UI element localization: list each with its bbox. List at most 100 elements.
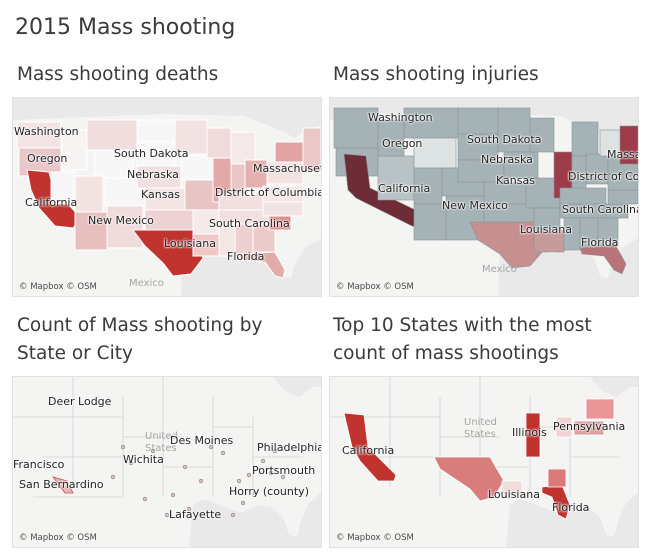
map-label-francisco: Francisco <box>13 458 65 471</box>
state-north-dakota <box>457 107 499 135</box>
state-new-york <box>274 141 304 163</box>
state-new-york <box>585 398 615 420</box>
state-new-england <box>302 127 321 173</box>
map-label-louisiana: Louisiana <box>520 223 572 236</box>
state-wyoming <box>413 137 457 169</box>
panel-injuries-title: Mass shooting injuries <box>333 61 539 89</box>
state-arizona <box>74 211 108 251</box>
map-label-south-carolina: South Carolina <box>209 217 290 230</box>
map-label-massachusetts: Massachusetts <box>607 148 638 161</box>
map-label-louisiana: Louisiana <box>164 237 216 250</box>
state-louisiana <box>501 480 523 496</box>
map-label-new-mexico: New Mexico <box>442 199 508 212</box>
map-label-new-mexico: New Mexico <box>88 214 154 227</box>
map-credit[interactable]: © Mapbox © OSM <box>19 282 97 292</box>
state-texas <box>433 456 505 502</box>
map-top10-canvas <box>330 377 638 547</box>
map-faint-mexico: Mexico <box>482 264 517 275</box>
state-arizona <box>413 203 447 241</box>
map-faint-united: United <box>464 417 497 428</box>
map-label-pennsylvania: Pennsylvania <box>553 420 626 433</box>
map-top10[interactable]: United States Illinois Pennsylvania Cali… <box>329 376 639 548</box>
state-florida <box>238 251 286 279</box>
state-utah <box>74 175 104 213</box>
state-new-mexico <box>445 195 485 241</box>
panel-count-title: Count of Mass shooting by State or City <box>17 312 262 368</box>
state-ohio <box>555 416 573 438</box>
state-nevada <box>377 155 415 201</box>
state-virginia <box>262 185 304 203</box>
map-faint-states: States <box>145 443 177 454</box>
state-utah <box>413 167 443 205</box>
map-count-canvas <box>13 377 321 547</box>
state-illinois <box>525 412 541 458</box>
map-injuries[interactable]: Washington Oregon California South Dakot… <box>329 97 639 297</box>
map-label-south-dakota: South Dakota <box>467 133 542 146</box>
map-injuries-canvas <box>330 107 638 296</box>
panel-deaths-title: Mass shooting deaths <box>17 61 218 89</box>
map-label-district-of-columbia: District of Columbia <box>568 170 639 183</box>
map-label-kansas: Kansas <box>141 188 180 201</box>
map-credit[interactable]: © Mapbox © OSM <box>336 533 414 543</box>
state-michigan <box>230 131 256 165</box>
map-deaths-canvas <box>13 114 321 296</box>
map-label-washington: Washington <box>368 111 433 124</box>
state-florida <box>541 484 571 520</box>
map-deaths[interactable]: Washington Oregon California South Dakot… <box>12 97 322 297</box>
state-wisconsin <box>529 117 555 153</box>
state-north-carolina <box>607 189 638 205</box>
map-credit[interactable]: © Mapbox © OSM <box>19 533 97 543</box>
map-label-oregon: Oregon <box>382 137 423 150</box>
map-label-louisiana: Louisiana <box>488 488 540 501</box>
map-label-lafayette: Lafayette <box>169 508 222 521</box>
state-georgia <box>252 223 276 253</box>
map-label-san-bernardino: San Bernardino <box>19 478 104 491</box>
state-georgia <box>547 468 567 488</box>
state-nevada <box>50 171 76 205</box>
map-label-nebraska: Nebraska <box>481 153 533 166</box>
panel-count-title-line-2: State or City <box>17 343 133 364</box>
state-wisconsin <box>206 127 232 159</box>
state-wyoming <box>94 149 134 179</box>
state-pennsylvania <box>573 420 605 436</box>
highlight-california <box>51 476 74 494</box>
map-label-south-dakota: South Dakota <box>114 147 189 160</box>
map-credit[interactable]: © Mapbox © OSM <box>336 282 414 292</box>
panel-top10-title: Top 10 States with the most count of mas… <box>333 312 592 368</box>
state-kentucky <box>559 187 607 205</box>
state-idaho <box>377 119 405 157</box>
map-faint-mexico: Mexico <box>129 278 164 289</box>
state-new-mexico <box>106 205 144 249</box>
state-south-dakota <box>457 133 499 161</box>
state-montana <box>403 107 459 139</box>
map-label-district-of-columbia: District of Columbia <box>215 186 322 199</box>
map-label-wichita: Wichita <box>123 453 164 466</box>
state-montana <box>86 119 138 151</box>
map-label-kansas: Kansas <box>496 174 535 187</box>
map-faint-states: States <box>464 429 496 440</box>
state-minnesota <box>497 107 531 153</box>
state-idaho <box>60 129 88 171</box>
state-north-carolina <box>262 201 304 217</box>
map-label-south-carolina: South Carolina <box>562 203 639 216</box>
state-arkansas <box>192 209 220 235</box>
map-label-washington: Washington <box>14 125 79 138</box>
city-markers <box>110 444 286 518</box>
map-label-illinois: Illinois <box>512 426 547 439</box>
map-label-massachusetts: Massachusetts <box>253 162 321 175</box>
map-label-florida: Florida <box>552 501 590 514</box>
state-michigan <box>571 121 599 157</box>
state-north-dakota <box>136 119 176 143</box>
map-label-des-moines: Des Moines <box>170 434 234 447</box>
dashboard-title: 2015 Mass shooting <box>15 15 236 40</box>
panel-top10-title-line-1: Top 10 States with the most <box>333 315 592 336</box>
map-label-florida: Florida <box>227 250 265 263</box>
state-california <box>343 412 397 482</box>
map-label-deer-lodge: Deer Lodge <box>48 395 112 408</box>
panel-top10-title-line-2: count of mass shootings <box>333 343 559 364</box>
state-new-england <box>619 125 638 165</box>
state-south-dakota <box>136 141 176 167</box>
map-count[interactable]: United States Deer Lodge Des Moines Phil… <box>12 376 322 548</box>
panel-injuries-title-line: Mass shooting injuries <box>333 64 539 85</box>
map-label-california: California <box>378 182 431 195</box>
